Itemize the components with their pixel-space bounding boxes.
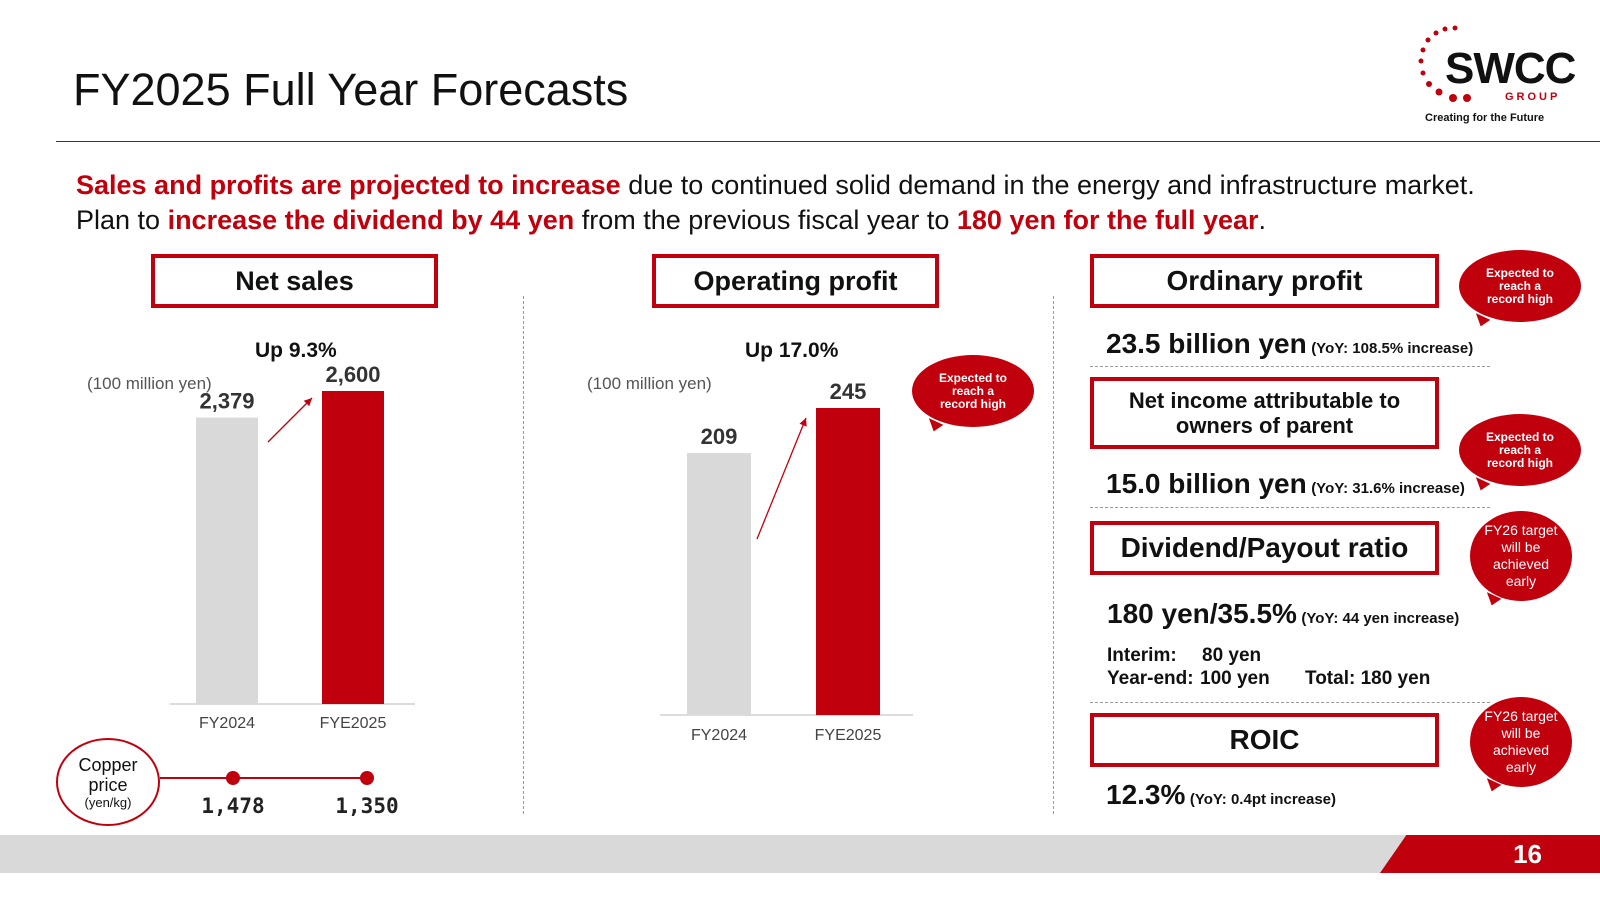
net-sales-header-label: Net sales — [155, 258, 434, 304]
category-label-fy2024: FY2024 — [199, 715, 255, 732]
copper-point-fye2025 — [360, 771, 374, 785]
dividend-metric: 180 yen/35.5% (YoY: 44 yen increase) — [1107, 598, 1459, 630]
net-income-record-text: Expected to reach a record high — [1485, 429, 1554, 470]
roic-target-text: FY26 target will be achieved early — [1484, 708, 1558, 775]
roic-header: ROIC — [1090, 713, 1439, 767]
section-divider-1 — [523, 296, 524, 814]
headline-highlight-3: 180 yen for the full year — [956, 205, 1259, 235]
value-label-fye2025: 2,600 — [325, 362, 380, 387]
operating-profit-chart: 209 FY2024 245 FYE2025 — [660, 379, 913, 744]
category-label-fye2025: FYE2025 — [320, 715, 387, 732]
roic-target-bubble: FY26 target will be achieved early — [1470, 697, 1572, 787]
headline-text-2a: Plan to — [76, 205, 168, 235]
interim-value: 80 yen — [1202, 645, 1262, 666]
ordinary-profit-record-bubble: Expected to reach a record high — [1459, 250, 1581, 322]
dividend-header-label: Dividend/Payout ratio — [1094, 525, 1435, 571]
headline-highlight-2: increase the dividend by 44 yen — [167, 205, 575, 235]
headline: Sales and profits are projected to incre… — [76, 168, 1475, 238]
net-income-metric: 15.0 billion yen (YoY: 31.6% increase) — [1106, 468, 1465, 500]
net-income-value: 15.0 billion yen — [1106, 468, 1307, 499]
divider-2 — [1090, 507, 1490, 508]
operating-profit-growth: Up 17.0% — [745, 339, 839, 362]
ordinary-profit-header: Ordinary profit — [1090, 254, 1439, 308]
dividend-value: 180 yen/35.5% — [1107, 598, 1297, 629]
bar-fy2024 — [196, 417, 258, 704]
value-label-fy2024: 2,379 — [199, 389, 254, 414]
copper-price-line — [160, 771, 374, 785]
dividend-target-bubble: FY26 target will be achieved early — [1470, 511, 1572, 601]
growth-arrow — [756, 417, 807, 540]
divider-1 — [1090, 366, 1490, 367]
value-label-fye2025: 245 — [830, 379, 867, 404]
net-sales-unit: (100 million yen) — [87, 374, 212, 393]
headline-text-2c: . — [1258, 205, 1267, 235]
section-divider-2 — [1053, 296, 1054, 814]
dividend-breakdown: Interim: 80 yen Year-end: 100 yen Total: 18… — [1107, 644, 1430, 690]
logo-tagline: Creating for the Future — [1425, 112, 1545, 124]
copper-price-label: Copper price — [78, 754, 138, 795]
copper-value-fy2024: 1,478 — [201, 794, 265, 818]
swcc-logo: SWCC GROUP Creating for the Future — [1415, 20, 1576, 135]
headline-text-1: due to continued solid demand in the ene… — [620, 170, 1475, 200]
dividend-header: Dividend/Payout ratio — [1090, 521, 1439, 575]
operating-profit-header: Operating profit — [652, 254, 939, 308]
operating-profit-record-bubble: Expected to reach a record high — [912, 355, 1034, 427]
bar-fye2025 — [322, 391, 384, 704]
net-income-record-bubble: Expected to reach a record high — [1459, 414, 1581, 486]
net-sales-header: Net sales — [151, 254, 438, 308]
yearend-label: Year-end: — [1107, 668, 1194, 689]
headline-highlight-1: Sales and profits are projected to incre… — [76, 170, 621, 200]
dividend-target-text: FY26 target will be achieved early — [1484, 522, 1558, 589]
copper-point-fy2024 — [226, 771, 240, 785]
divider-3 — [1090, 702, 1490, 703]
dividend-yoy: (YoY: 44 yen increase) — [1301, 610, 1460, 627]
ordinary-profit-yoy: (YoY: 108.5% increase) — [1311, 340, 1474, 357]
footer-bar — [0, 835, 1600, 873]
logo-wordmark: SWCC — [1445, 44, 1576, 93]
ordinary-profit-metric: 23.5 billion yen (YoY: 108.5% increase) — [1106, 328, 1473, 360]
net-income-header-label: Net income attributable to owners of par… — [1094, 381, 1435, 445]
roic-yoy: (YoY: 0.4pt increase) — [1189, 791, 1337, 808]
ordinary-profit-record-text: Expected to reach a record high — [1485, 265, 1554, 306]
net-income-yoy: (YoY: 31.6% increase) — [1311, 480, 1465, 497]
category-label-fy2024: FY2024 — [691, 727, 747, 744]
title-divider — [56, 141, 1600, 142]
logo-dots-icon — [1418, 25, 1471, 102]
value-label-fy2024: 209 — [701, 424, 738, 449]
ordinary-profit-header-label: Ordinary profit — [1094, 258, 1435, 304]
net-income-header: Net income attributable to owners of par… — [1090, 377, 1439, 449]
headline-text-2b: from the previous fiscal year to — [574, 205, 957, 235]
net-sales-chart: 2,379 FY2024 2,600 FYE2025 — [170, 362, 415, 732]
operating-profit-header-label: Operating profit — [656, 258, 935, 304]
net-sales-growth: Up 9.3% — [255, 339, 337, 362]
roic-header-label: ROIC — [1094, 717, 1435, 763]
operating-profit-unit: (100 million yen) — [587, 374, 712, 393]
net-income-header-line1: Net income attributable to — [1128, 388, 1401, 413]
ordinary-profit-value: 23.5 billion yen — [1106, 328, 1307, 359]
bar-fy2024 — [687, 453, 751, 715]
growth-arrow — [267, 397, 313, 443]
logo-group: GROUP — [1505, 91, 1561, 103]
bar-fye2025 — [816, 408, 880, 715]
interim-label: Interim: — [1107, 645, 1177, 666]
category-label-fye2025: FYE2025 — [815, 727, 882, 744]
roic-value: 12.3% — [1106, 779, 1186, 810]
operating-profit-record-text: Expected to reach a record high — [938, 370, 1007, 411]
copper-price-badge: Copper price (yen/kg) — [56, 738, 160, 826]
copper-price-unit: (yen/kg) — [84, 794, 132, 810]
page-number: 16 — [1380, 835, 1600, 873]
net-income-header-line2: owners of parent — [1175, 413, 1354, 438]
page-title: FY2025 Full Year Forecasts — [73, 64, 629, 115]
yearend-value: 100 yen — [1200, 668, 1270, 689]
roic-metric: 12.3% (YoY: 0.4pt increase) — [1106, 779, 1336, 811]
dividend-total: Total: 180 yen — [1305, 668, 1431, 689]
copper-value-fye2025: 1,350 — [335, 794, 399, 818]
